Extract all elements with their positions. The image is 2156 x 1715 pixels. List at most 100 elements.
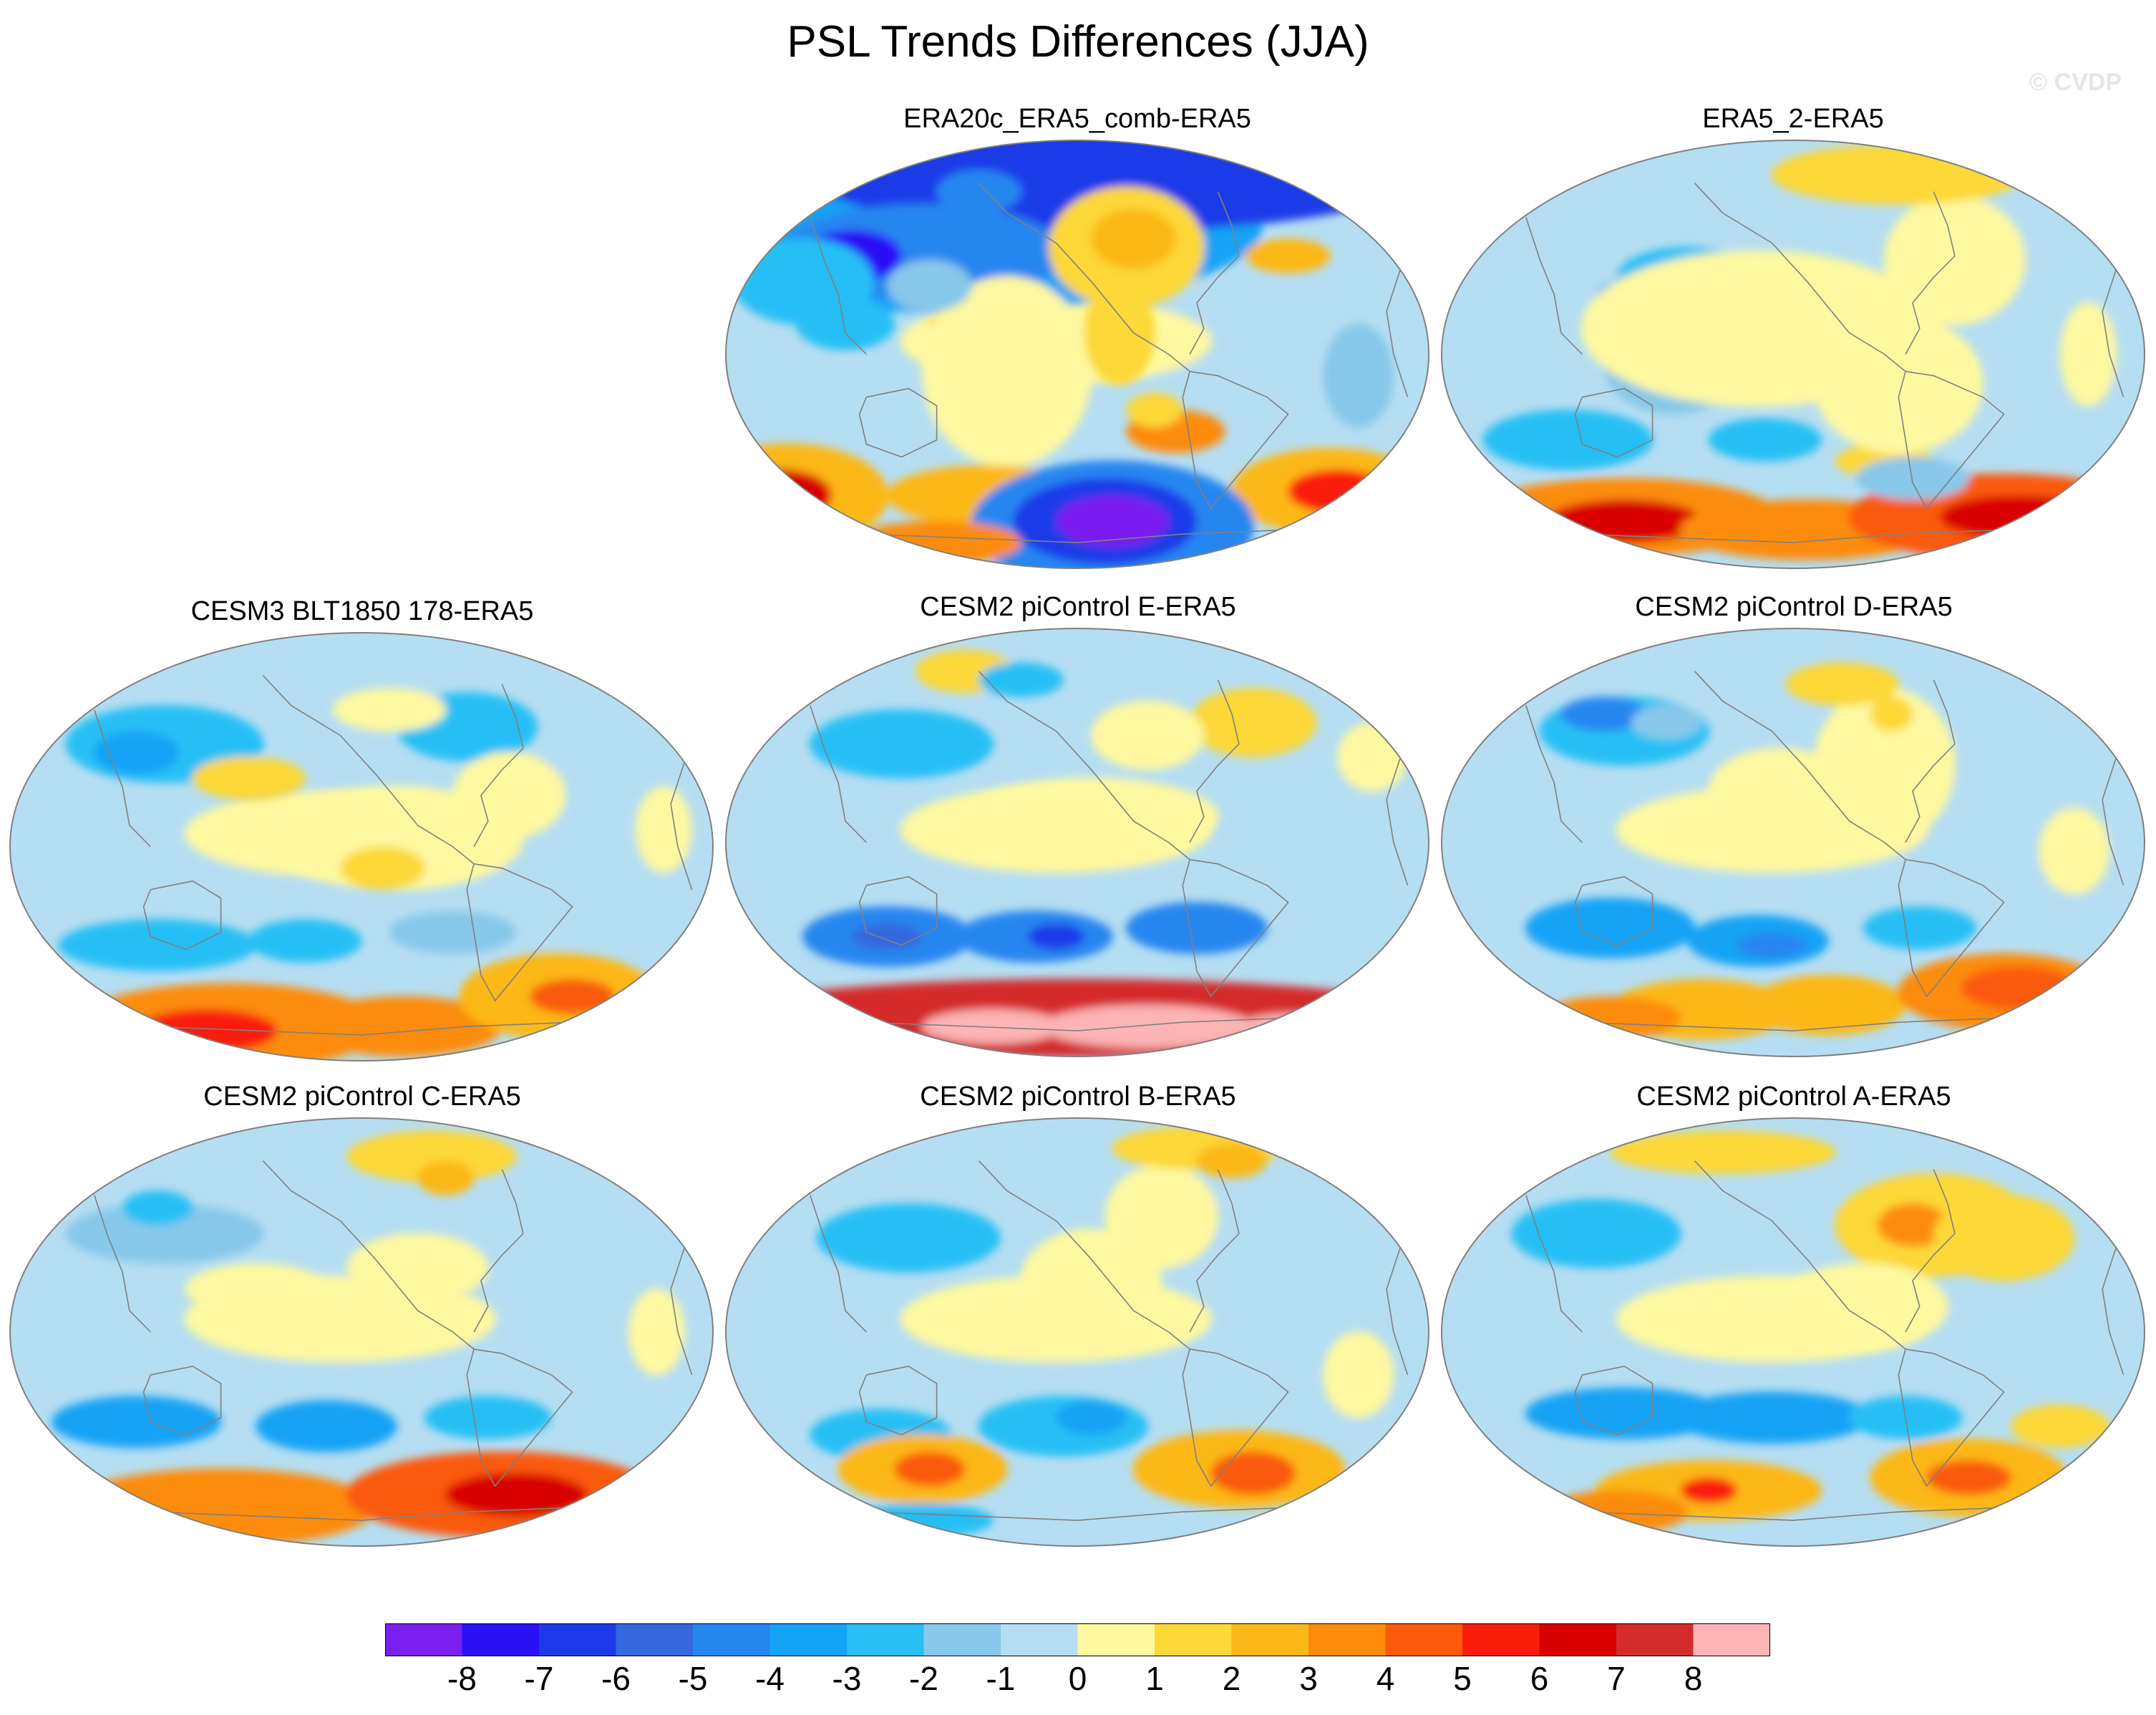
map-border	[725, 140, 1429, 569]
field-contour	[94, 731, 180, 774]
coastline	[858, 1365, 938, 1436]
map-border	[9, 632, 714, 1061]
field-contour	[2059, 302, 2117, 407]
field-contour	[816, 1203, 1001, 1273]
colorbar-swatch	[769, 1623, 848, 1656]
colorbar-tick-label: -3	[832, 1660, 862, 1697]
coastline	[810, 1195, 867, 1333]
field-contour	[1771, 144, 2026, 205]
field-contour	[1126, 392, 1183, 427]
coastline	[978, 183, 1190, 372]
field-contour	[1525, 1387, 1724, 1439]
map-border	[1441, 1117, 2145, 1547]
colorbar-swatch	[1001, 1623, 1078, 1656]
field-contour	[1631, 705, 1702, 740]
field-contour	[1189, 688, 1317, 758]
map-cesm2-a	[1441, 1117, 2145, 1547]
field-contour	[2039, 807, 2110, 895]
panel-title-era20c: ERA20c_ERA5_comb-ERA5	[903, 104, 1251, 134]
field-contour	[979, 662, 1064, 697]
colorbar-tick-label: 1	[1145, 1660, 1164, 1697]
field-contour	[795, 298, 895, 351]
field-contour	[1926, 1460, 2011, 1495]
coastline	[473, 684, 524, 847]
field-contour	[1238, 1013, 1338, 1040]
colorbar-swatch	[1693, 1623, 1770, 1656]
field-contour	[452, 752, 566, 839]
map-cesm3	[9, 632, 714, 1061]
coastline	[858, 387, 938, 458]
field-contour	[304, 996, 503, 1057]
field-contour	[424, 1396, 552, 1439]
colorbar-swatch	[616, 1623, 694, 1656]
colorbar-tick-label: 5	[1453, 1660, 1472, 1697]
field-contour	[530, 979, 615, 1014]
colorbar-swatch	[1077, 1623, 1155, 1656]
coastline	[1574, 387, 1654, 458]
coastline	[94, 709, 151, 847]
colorbar-swatch	[923, 1623, 1001, 1656]
coastline	[1189, 191, 1240, 355]
colorbar-tick-label: -8	[447, 1660, 477, 1697]
field-contour	[1091, 208, 1176, 269]
coastline	[1898, 371, 2005, 510]
coastline	[473, 1169, 524, 1333]
panel-title-cesm2-d: CESM2 piControl D-ERA5	[1635, 592, 1953, 622]
field-contour	[1609, 1130, 1837, 1175]
colorbar-swatch	[693, 1623, 770, 1656]
field-contour	[1778, 1263, 1948, 1350]
coastline	[1386, 1246, 1409, 1376]
field-contour	[809, 709, 994, 779]
field-contour	[1482, 409, 1654, 471]
coastline	[1694, 1160, 1906, 1350]
coastline	[1182, 859, 1289, 998]
field-contour	[851, 1502, 994, 1538]
field-contour	[1940, 495, 2097, 539]
coastline	[1898, 1349, 2005, 1487]
field-contour	[1336, 722, 1408, 792]
colorbar-swatch	[1155, 1623, 1232, 1656]
field-contour	[851, 520, 1022, 565]
field-contour	[1027, 923, 1085, 950]
field-contour	[1104, 1164, 1219, 1269]
colorbar-swatch	[1616, 1623, 1694, 1656]
field-contour	[65, 1203, 264, 1264]
coastline	[1905, 679, 1956, 843]
map-border	[725, 628, 1429, 1057]
field-contour	[1785, 662, 1899, 706]
colorbar-tick-label: -4	[755, 1660, 785, 1697]
field-contour	[1055, 495, 1170, 548]
field-contour	[2010, 1404, 2110, 1448]
cvdp-watermark: © CVDP	[2029, 69, 2122, 96]
map-era5-2	[1441, 140, 2145, 569]
coastline	[1694, 183, 1906, 372]
field-contour	[1672, 1391, 1872, 1444]
panel-title-cesm2-b: CESM2 piControl B-ERA5	[920, 1082, 1236, 1112]
map-cesm2-e	[725, 628, 1429, 1057]
colorbar-tick-label: -1	[986, 1660, 1016, 1697]
field-contour	[1877, 1203, 1948, 1247]
field-contour	[1737, 932, 1808, 958]
colorbar-swatch	[1539, 1623, 1617, 1656]
field-contour	[255, 1400, 397, 1452]
colorbar-tick-label: 3	[1299, 1660, 1318, 1697]
coastline	[94, 1195, 151, 1333]
field-contour	[1546, 499, 1703, 543]
colorbar-tick-label: 0	[1068, 1660, 1087, 1697]
map-border	[1441, 628, 2145, 1057]
panel-title-cesm3: CESM3 BLT1850 178-ERA5	[190, 596, 534, 626]
coastline	[810, 217, 867, 355]
coastline	[2102, 268, 2125, 398]
coastline	[978, 671, 1190, 860]
map-cesm2-d	[1441, 628, 2145, 1057]
field-contour	[1855, 457, 1970, 500]
coastline	[2102, 757, 2125, 886]
coastline	[1694, 671, 1906, 860]
coastline	[1182, 371, 1289, 510]
coastline	[1182, 1349, 1289, 1487]
coastline	[142, 880, 222, 951]
panel-title-cesm2-c: CESM2 piControl C-ERA5	[203, 1082, 521, 1112]
colorbar-tick-label: 2	[1222, 1660, 1241, 1697]
coastline	[1525, 705, 1583, 843]
coastline	[1898, 859, 2005, 998]
